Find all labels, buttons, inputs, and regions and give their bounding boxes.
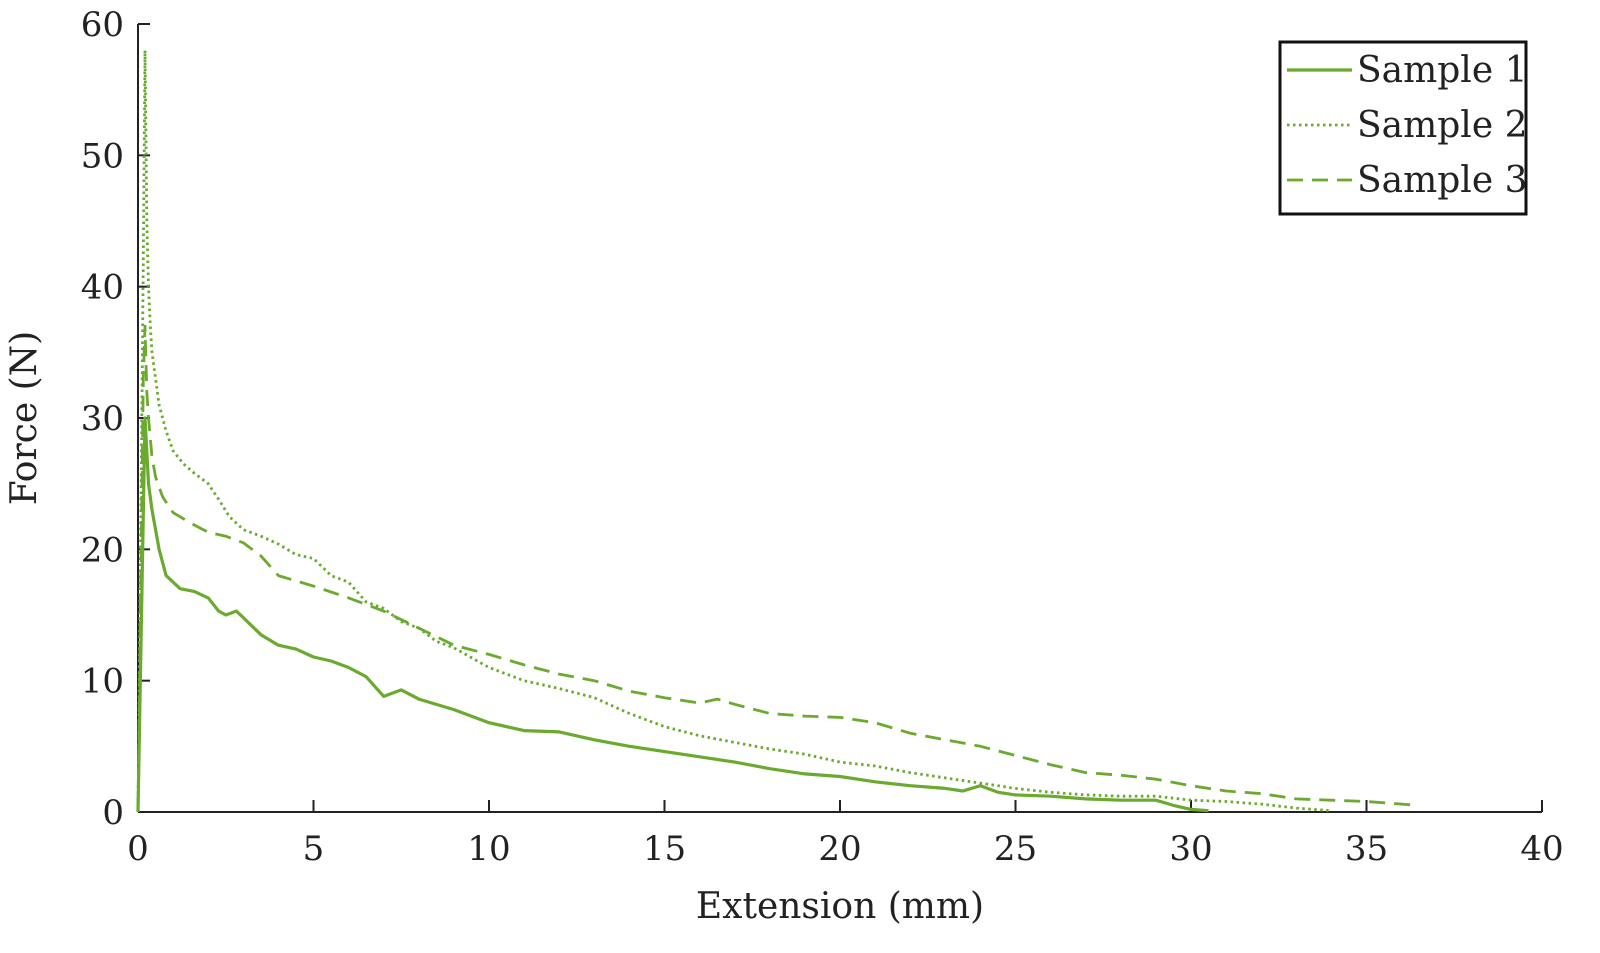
y-tick-label: 50 — [81, 136, 124, 176]
legend-label: Sample 3 — [1357, 160, 1527, 201]
y-tick-label: 60 — [81, 5, 124, 45]
x-tick-label: 40 — [1520, 829, 1563, 869]
x-axis-title: Extension (mm) — [696, 886, 984, 927]
legend-label: Sample 1 — [1357, 50, 1527, 91]
x-tick-label: 10 — [467, 829, 510, 869]
x-tick-label: 35 — [1345, 829, 1388, 869]
x-tick-label: 30 — [1169, 829, 1212, 869]
y-tick-label: 30 — [81, 399, 124, 439]
y-tick-label: 20 — [81, 530, 124, 570]
legend-label: Sample 2 — [1357, 105, 1527, 146]
x-tick-label: 5 — [303, 829, 325, 869]
y-tick-label: 40 — [81, 268, 124, 308]
x-tick-label: 25 — [994, 829, 1037, 869]
legend: Sample 1 Sample 2 Sample 3 — [1278, 40, 1528, 216]
y-tick-label: 0 — [102, 793, 124, 833]
series-layer — [136, 48, 1420, 813]
x-tick-label: 20 — [818, 829, 861, 869]
series-line-sample-3 — [136, 324, 1420, 813]
series-line-sample-2 — [136, 48, 1332, 813]
y-tick-label: 10 — [81, 662, 124, 702]
series-line-sample-1 — [136, 416, 1209, 813]
x-tick-label: 15 — [643, 829, 686, 869]
x-tick-label: 0 — [127, 829, 149, 869]
y-axis-title: Force (N) — [4, 331, 45, 505]
axes: 0 5 10 15 20 25 30 35 40 0 10 20 30 40 50 60 — [81, 5, 1564, 869]
